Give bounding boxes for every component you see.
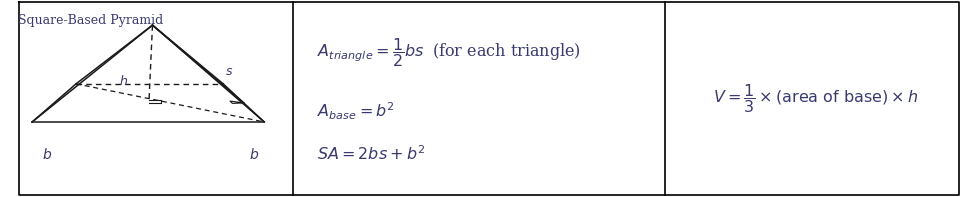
Text: $h$: $h$ (119, 74, 129, 88)
Text: $V = \dfrac{1}{3} \times \mathrm{(area\ of\ base)} \times \mathit{h}$: $V = \dfrac{1}{3} \times \mathrm{(area\ … (713, 82, 919, 115)
Text: $b$: $b$ (249, 147, 259, 162)
Text: $A_{\mathit{base}} = b^2$: $A_{\mathit{base}} = b^2$ (317, 100, 395, 122)
Text: Square-Based Pyramid: Square-Based Pyramid (17, 14, 163, 27)
Text: $s$: $s$ (224, 65, 233, 78)
Text: $b$: $b$ (43, 147, 52, 162)
Text: $\mathit{SA} = 2bs + b^2$: $\mathit{SA} = 2bs + b^2$ (317, 145, 425, 164)
Text: $A_{\mathit{triangle}} = \dfrac{1}{2}bs\;$ (for each triangle): $A_{\mathit{triangle}} = \dfrac{1}{2}bs\… (317, 36, 581, 69)
